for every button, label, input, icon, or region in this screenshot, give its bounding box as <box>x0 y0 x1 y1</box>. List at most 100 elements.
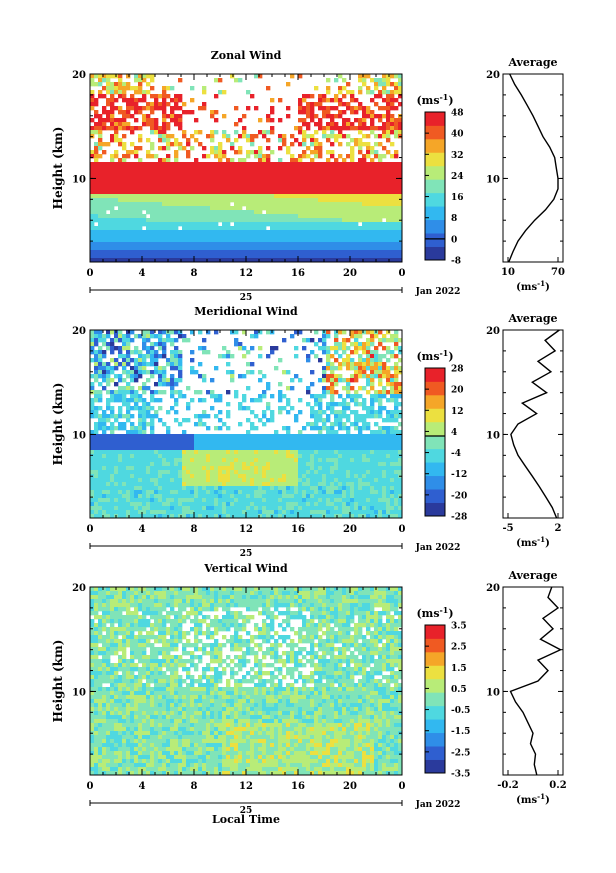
heatmap-cell <box>222 494 227 499</box>
heatmap-cell <box>314 502 319 507</box>
heatmap-cell <box>282 206 287 211</box>
heatmap-cell <box>318 510 323 515</box>
heatmap-cell <box>162 102 167 107</box>
heatmap-cell <box>150 198 155 203</box>
heatmap-cell <box>94 338 99 343</box>
heatmap-cell <box>110 166 115 171</box>
heatmap-cell <box>230 258 235 263</box>
heatmap-cell <box>318 98 323 103</box>
heatmap-cell <box>138 394 143 399</box>
heatmap-cell <box>210 434 215 439</box>
heatmap-cell <box>226 474 231 479</box>
heatmap-cell <box>106 446 111 451</box>
heatmap-cell <box>178 126 183 131</box>
heatmap-cell <box>198 198 203 203</box>
heatmap-cell <box>242 210 247 215</box>
heatmap-cell <box>190 210 195 215</box>
heatmap-cell <box>346 230 351 235</box>
heatmap-cell <box>94 334 99 339</box>
heatmap-cell <box>338 198 343 203</box>
colorbar-swatch <box>425 138 445 153</box>
heatmap-cell <box>230 210 235 215</box>
heatmap-cell <box>326 498 331 503</box>
heatmap-cell <box>202 102 207 107</box>
heatmap-cell <box>174 102 179 107</box>
heatmap-cell <box>158 246 163 251</box>
heatmap-cell <box>106 362 111 367</box>
heatmap-cell <box>262 474 267 479</box>
heatmap-cell <box>194 242 199 247</box>
heatmap-cell <box>242 490 247 495</box>
heatmap-cell <box>118 246 123 251</box>
heatmap-cell <box>382 126 387 131</box>
heatmap-cell <box>318 454 323 459</box>
heatmap-cell <box>110 170 115 175</box>
heatmap-cell <box>250 142 255 147</box>
heatmap-cell <box>302 514 307 519</box>
heatmap-cell <box>342 482 347 487</box>
heatmap-cell <box>286 222 291 227</box>
heatmap-cell <box>318 242 323 247</box>
heatmap-cell <box>90 226 95 231</box>
heatmap-cell <box>370 242 375 247</box>
heatmap-cell <box>182 334 187 339</box>
heatmap-cell <box>102 414 107 419</box>
heatmap-cell <box>258 118 263 123</box>
heatmap-cell <box>178 450 183 455</box>
heatmap-cell <box>134 510 139 515</box>
heatmap-cell <box>286 242 291 247</box>
heatmap-cell <box>306 458 311 463</box>
heatmap-cell <box>246 258 251 263</box>
heatmap-cell <box>190 350 195 355</box>
heatmap-cell <box>162 234 167 239</box>
heatmap-cell <box>394 242 399 247</box>
heatmap-cell <box>202 178 207 183</box>
heatmap-cell <box>326 246 331 251</box>
heatmap-cell <box>146 106 151 111</box>
heatmap-cell <box>238 466 243 471</box>
heatmap-cell <box>286 254 291 259</box>
heatmap-cell <box>346 162 351 167</box>
heatmap-cell <box>274 462 279 467</box>
heatmap-cell <box>90 90 95 95</box>
heatmap-cell <box>362 186 367 191</box>
heatmap-cell <box>210 242 215 247</box>
heatmap-cell <box>98 174 103 179</box>
heatmap-cell <box>198 194 203 199</box>
heatmap-cell <box>182 470 187 475</box>
heatmap-cell <box>190 478 195 483</box>
heatmap-cell <box>374 126 379 131</box>
heatmap-cell <box>266 438 271 443</box>
panel-title: Zonal Wind <box>211 49 282 62</box>
heatmap-cell <box>362 166 367 171</box>
heatmap-cell <box>326 194 331 199</box>
heatmap-cell <box>146 90 151 95</box>
heatmap-cell <box>346 238 351 243</box>
heatmap-cell <box>286 502 291 507</box>
heatmap-cell <box>90 94 95 99</box>
heatmap-cell <box>194 482 199 487</box>
heatmap-cell <box>178 190 183 195</box>
heatmap-cell <box>302 174 307 179</box>
heatmap-cell <box>106 90 111 95</box>
heatmap-cell <box>358 214 363 219</box>
heatmap-cell <box>298 238 303 243</box>
heatmap-cell <box>114 214 119 219</box>
heatmap-cell <box>318 218 323 223</box>
heatmap-cell <box>374 94 379 99</box>
heatmap-cell <box>170 230 175 235</box>
heatmap-cell <box>174 454 179 459</box>
heatmap-cell <box>350 254 355 259</box>
heatmap-cell <box>102 94 107 99</box>
heatmap-cell <box>230 374 235 379</box>
heatmap-cell <box>390 250 395 255</box>
heatmap-cell <box>190 250 195 255</box>
heatmap-cell <box>198 254 203 259</box>
heatmap-cell <box>142 486 147 491</box>
heatmap-cell <box>154 102 159 107</box>
heatmap-cell <box>386 238 391 243</box>
heatmap-cell <box>214 242 219 247</box>
heatmap-cell <box>122 378 127 383</box>
heatmap-cell <box>94 170 99 175</box>
heatmap-cell <box>374 190 379 195</box>
